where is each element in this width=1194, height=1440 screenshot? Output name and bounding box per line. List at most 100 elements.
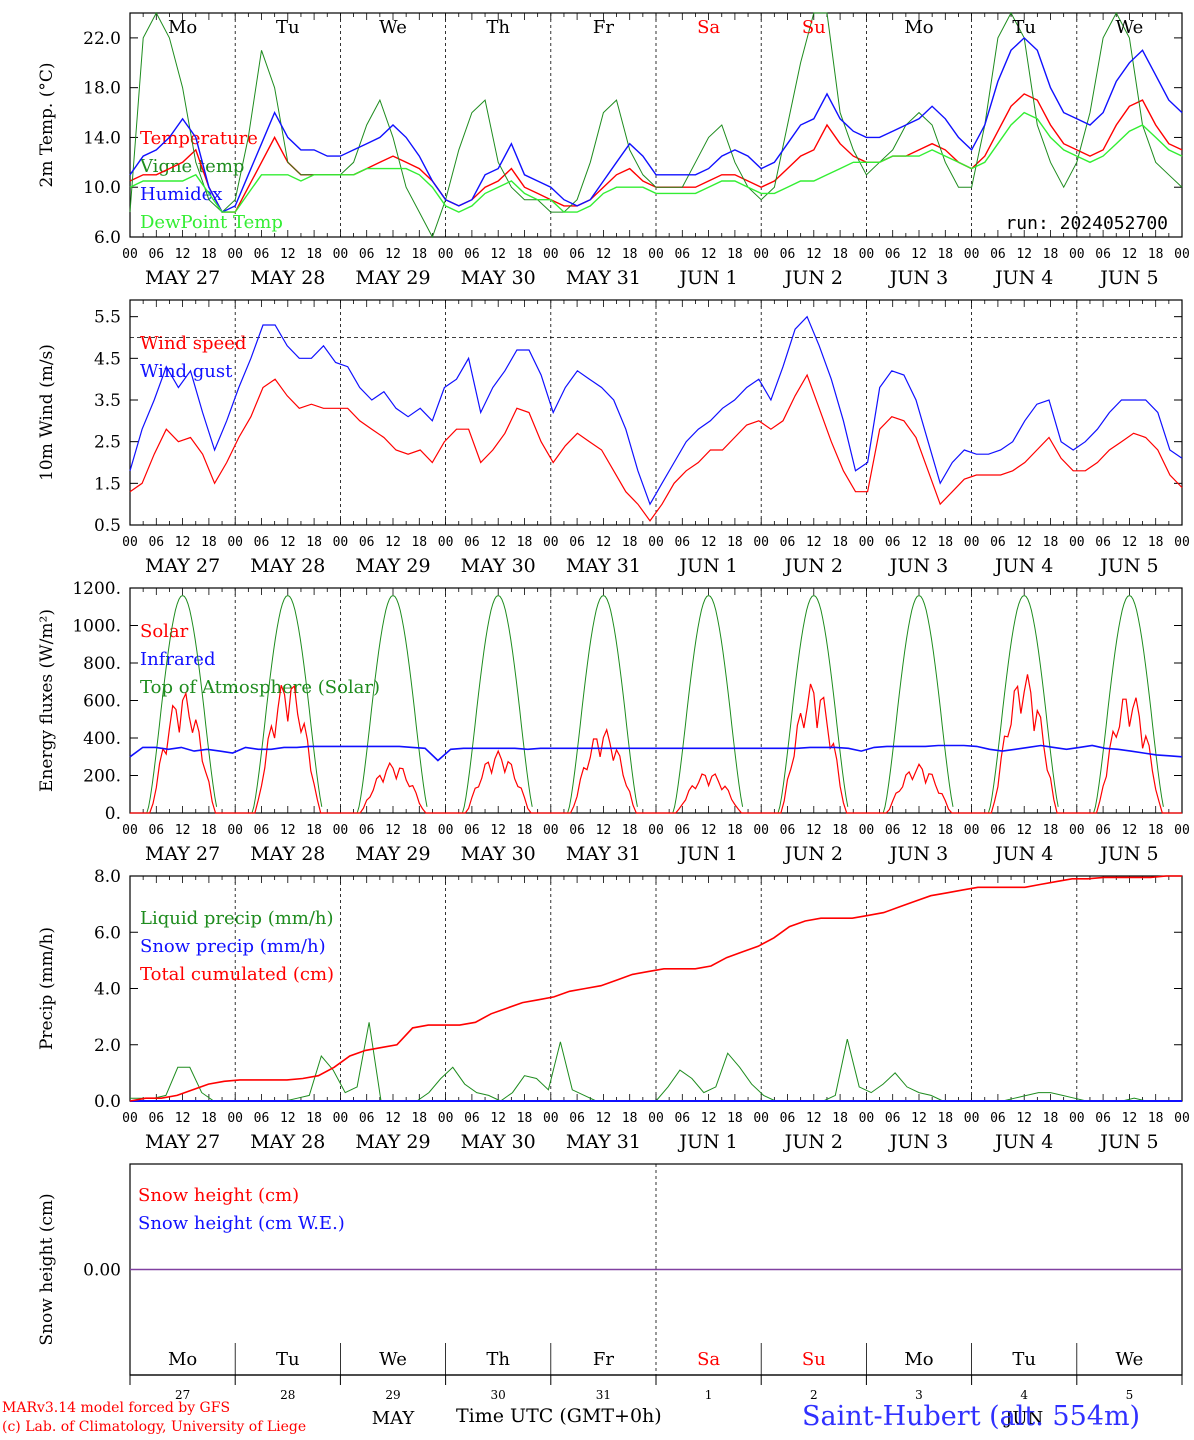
series-line — [129, 373, 1183, 522]
hour-label: 06 — [674, 1111, 690, 1126]
hour-label: 18 — [727, 1111, 743, 1126]
date-label: MAY 27 — [145, 1131, 220, 1153]
y-tick-label: 4.0 — [94, 980, 121, 1000]
date-label: MAY 28 — [250, 267, 325, 289]
y-tick-label: 18.0 — [83, 79, 121, 99]
hour-label: 12 — [385, 1111, 401, 1126]
hour-label: 06 — [990, 823, 1006, 838]
hour-label: 06 — [464, 823, 480, 838]
hour-label: 18 — [1043, 535, 1059, 550]
date-label: JUN 3 — [888, 1131, 948, 1153]
day-label: Th — [486, 1349, 510, 1370]
hour-label: 00 — [964, 823, 980, 838]
y-tick-label: 10.0 — [83, 178, 121, 198]
y-tick-label: 0.0 — [94, 1092, 121, 1112]
day-label: Sa — [697, 1349, 720, 1370]
hour-label: 06 — [359, 535, 375, 550]
date-label: JUN 3 — [888, 555, 948, 577]
hour-label: 06 — [885, 535, 901, 550]
hour-label: 00 — [333, 1111, 349, 1126]
hour-label: 12 — [1016, 535, 1032, 550]
toa-arch — [672, 594, 744, 814]
date-label: MAY 30 — [461, 1131, 536, 1153]
toa-arch — [146, 594, 218, 814]
hour-label: 18 — [201, 1111, 217, 1126]
day-label: Su — [802, 1349, 826, 1370]
date-label: JUN 5 — [1098, 843, 1158, 865]
hour-label: 00 — [543, 247, 559, 262]
date-label: MAY 27 — [145, 267, 220, 289]
x-axis-label: Time UTC (GMT+0h) — [456, 1405, 662, 1427]
hour-label: 06 — [569, 247, 585, 262]
hour-label: 00 — [859, 1111, 875, 1126]
hour-label: 00 — [122, 1111, 138, 1126]
hour-label: 06 — [464, 535, 480, 550]
day-label: We — [1116, 1349, 1144, 1370]
hour-label: 00 — [333, 535, 349, 550]
series-line — [129, 315, 1183, 506]
date-label: MAY 29 — [355, 843, 430, 865]
hour-label: 12 — [1016, 247, 1032, 262]
credit-model: MARv3.14 model forced by GFS — [2, 1400, 231, 1416]
hour-label: 00 — [333, 823, 349, 838]
hour-label: 06 — [990, 247, 1006, 262]
hour-label: 00 — [859, 247, 875, 262]
hour-label: 00 — [438, 1111, 454, 1126]
series-line — [129, 36, 1183, 214]
hour-label: 00 — [333, 247, 349, 262]
date-label: JUN 1 — [677, 267, 737, 289]
panel-frame — [129, 299, 1183, 526]
legend-entry: Snow height (cm) — [138, 1185, 299, 1206]
hour-label: 12 — [175, 1111, 191, 1126]
hour-label: 00 — [859, 535, 875, 550]
hour-label: 12 — [806, 1111, 822, 1126]
day-number: 3 — [915, 1388, 923, 1402]
hour-label: 00 — [753, 247, 769, 262]
hour-label: 06 — [148, 535, 164, 550]
y-tick-label: 0.00 — [83, 1261, 121, 1281]
hour-label: 12 — [490, 535, 506, 550]
hour-label: 12 — [596, 1111, 612, 1126]
y-tick-label: 3.5 — [94, 391, 121, 411]
hour-label: 00 — [227, 535, 243, 550]
hour-label: 12 — [596, 823, 612, 838]
hour-label: 12 — [1122, 823, 1138, 838]
day-label: Th — [486, 17, 510, 38]
hour-label: 12 — [175, 535, 191, 550]
hour-label: 00 — [964, 1111, 980, 1126]
y-tick-label: 5.5 — [94, 308, 121, 328]
hour-label: 06 — [148, 823, 164, 838]
hour-label: 18 — [1148, 823, 1164, 838]
date-label: MAY 30 — [461, 843, 536, 865]
hour-label: 06 — [885, 823, 901, 838]
hour-label: 06 — [885, 247, 901, 262]
legend-entry: Total cumulated (cm) — [140, 964, 334, 985]
day-label: We — [1116, 17, 1144, 38]
hour-label: 00 — [543, 823, 559, 838]
hour-label: 00 — [438, 823, 454, 838]
hour-label: 12 — [806, 823, 822, 838]
date-label: JUN 4 — [993, 843, 1053, 865]
day-label: We — [379, 17, 407, 38]
y-axis-label: 10m Wind (m/s) — [37, 344, 57, 481]
hour-label: 18 — [411, 247, 427, 262]
date-label: JUN 4 — [993, 267, 1053, 289]
hour-label: 12 — [490, 1111, 506, 1126]
y-axis-label: Precip (mm/h) — [37, 927, 57, 1050]
hour-label: 18 — [201, 823, 217, 838]
date-label: MAY 29 — [355, 555, 430, 577]
hour-label: 00 — [964, 535, 980, 550]
date-label: JUN 1 — [677, 1131, 737, 1153]
date-label: JUN 2 — [783, 267, 843, 289]
y-tick-label: 4.5 — [94, 349, 121, 369]
hour-label: 12 — [911, 247, 927, 262]
day-number: 29 — [385, 1388, 400, 1402]
day-label: Tu — [276, 1349, 300, 1370]
hour-label: 06 — [254, 247, 270, 262]
hour-label: 12 — [1122, 247, 1138, 262]
day-label: Mo — [904, 1349, 933, 1370]
hour-label: 18 — [201, 247, 217, 262]
day-label: Fr — [593, 1349, 614, 1370]
y-axis-label: Snow height (cm) — [37, 1193, 57, 1345]
date-label: JUN 3 — [888, 267, 948, 289]
